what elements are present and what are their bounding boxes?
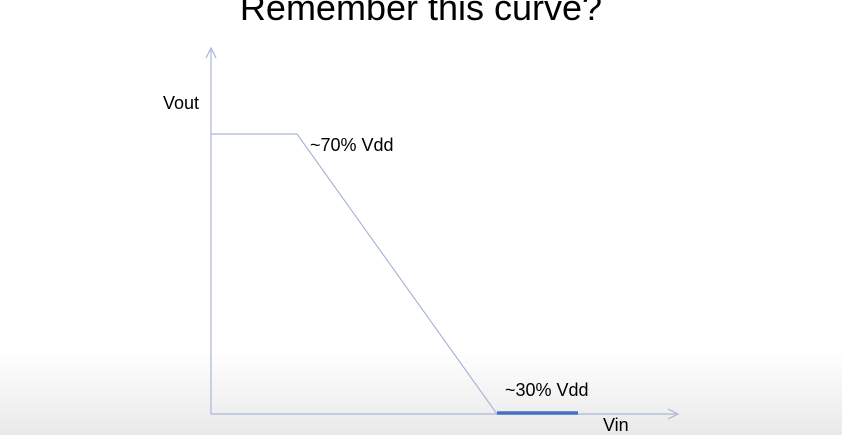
high-level-label: ~70% Vdd xyxy=(310,135,394,155)
low-level-label: ~30% Vdd xyxy=(505,380,589,400)
transfer-curve xyxy=(211,133,498,415)
y-axis-arrowhead xyxy=(205,46,217,59)
y-axis-label: Vout xyxy=(163,93,199,113)
slide-title: Remember this curve? xyxy=(239,0,603,28)
x-axis-label: Vin xyxy=(603,415,629,435)
x-axis-arrowhead xyxy=(667,408,680,420)
